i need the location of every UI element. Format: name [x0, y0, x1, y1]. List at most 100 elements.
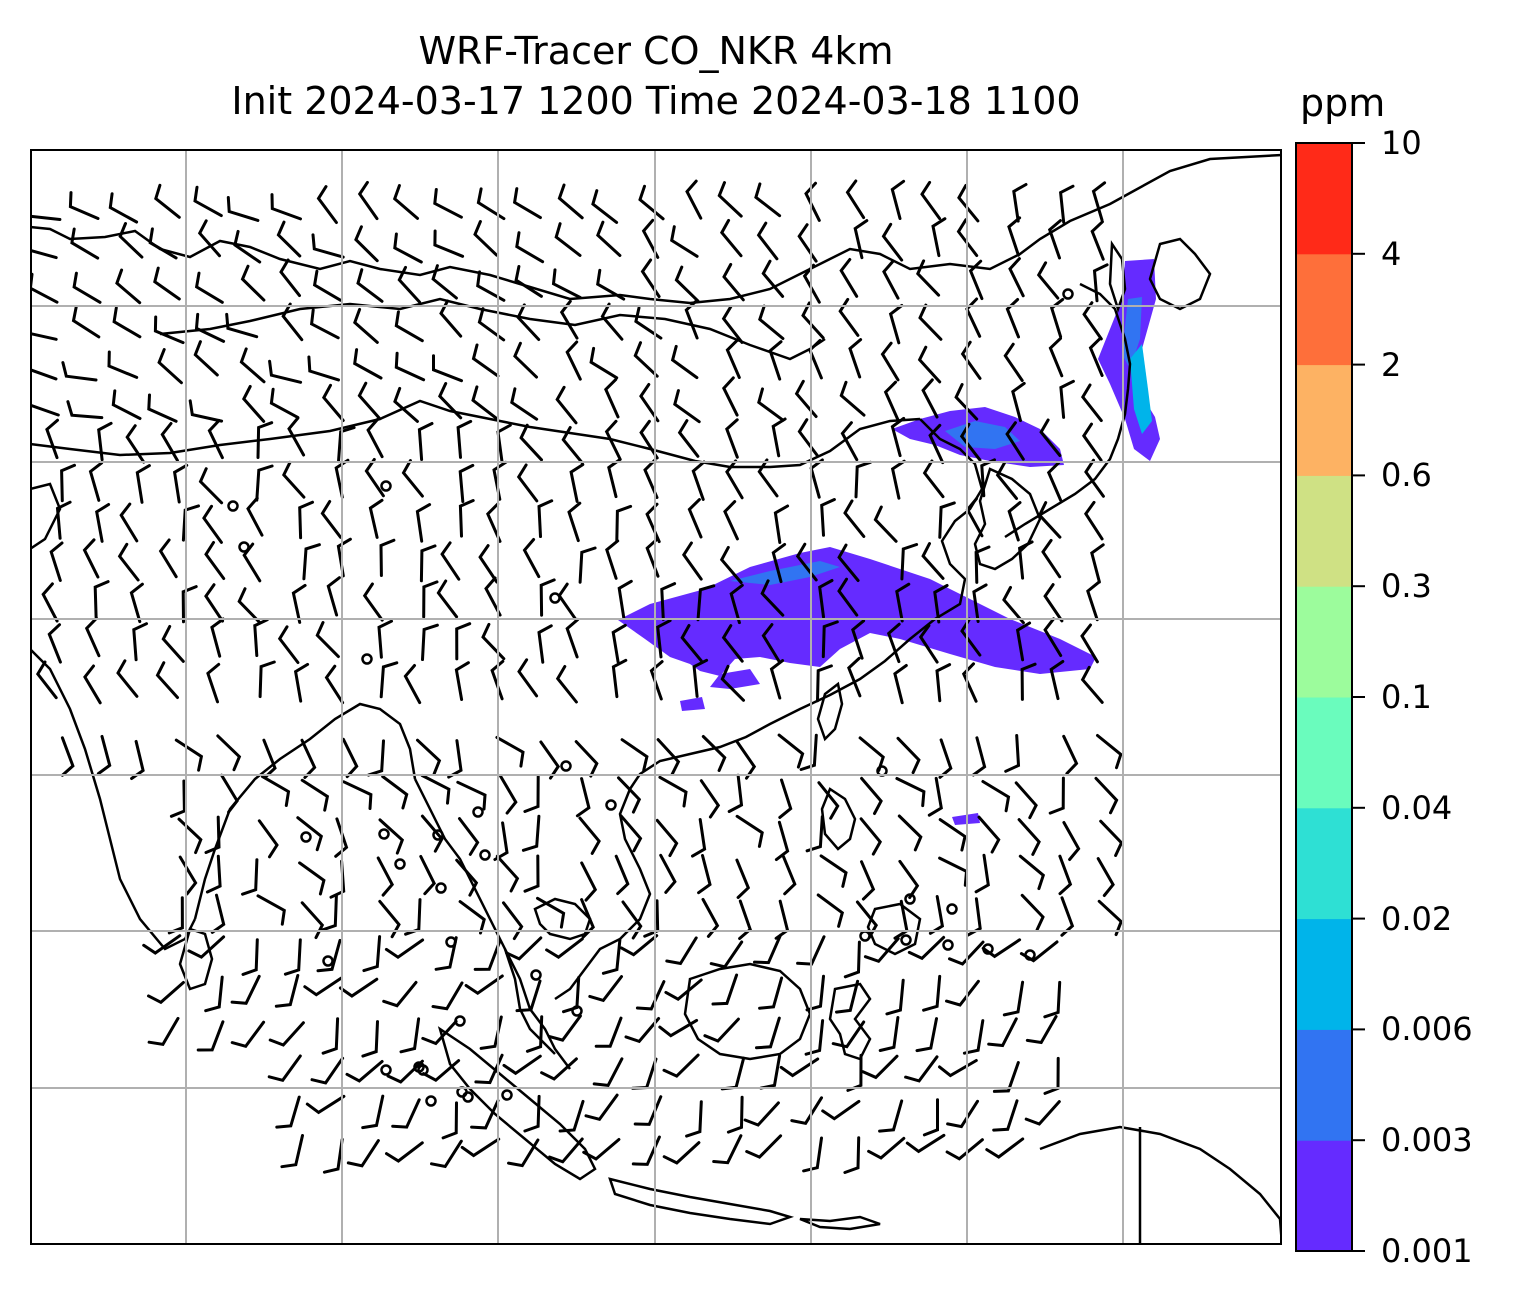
- wind-barb: [354, 225, 379, 263]
- wind-barb: [890, 459, 906, 500]
- wind-barb: [438, 382, 463, 420]
- calm-wind-marker: [300, 831, 312, 843]
- wind-barb: [745, 1134, 783, 1159]
- wind-barb: [907, 935, 946, 961]
- wind-barb: [204, 975, 224, 1013]
- wind-barb: [635, 980, 666, 1011]
- wind-barb: [60, 463, 76, 503]
- wind-barb: [591, 189, 619, 224]
- calm-wind-marker: [1024, 949, 1036, 961]
- wind-barb: [516, 463, 539, 503]
- wind-barb: [379, 661, 399, 699]
- wind-barb: [157, 348, 183, 385]
- calm-wind-marker: [454, 1015, 466, 1027]
- wind-barb: [471, 385, 499, 421]
- wind-barb: [802, 1136, 823, 1173]
- wind-barb: [513, 341, 538, 379]
- wind-barb: [1047, 219, 1062, 260]
- wind-barb: [662, 1141, 701, 1165]
- wind-barb: [893, 664, 908, 705]
- wind-barb: [1025, 1015, 1058, 1045]
- wind-barb: [922, 459, 945, 499]
- wind-barb: [378, 818, 405, 855]
- wind-barb: [945, 1138, 984, 1161]
- wind-barb: [703, 1017, 740, 1043]
- wind-barb: [1088, 336, 1104, 377]
- wind-barb: [300, 901, 325, 940]
- wind-barb: [896, 736, 921, 775]
- wind-barb: [193, 340, 219, 377]
- wind-barb: [1037, 501, 1062, 539]
- wind-barb: [1002, 586, 1025, 625]
- plume-south-china-patch: [710, 669, 760, 689]
- wind-barb: [804, 181, 821, 222]
- wind-barb: [382, 980, 418, 1008]
- calm-wind-marker: [445, 936, 457, 948]
- wind-barb: [342, 780, 373, 810]
- wind-barb: [71, 305, 101, 339]
- wind-barb: [431, 264, 458, 300]
- wind-barb: [55, 500, 72, 540]
- wind-barb: [536, 896, 566, 929]
- wind-barb: [320, 894, 338, 932]
- wind-barb: [242, 542, 262, 583]
- wind-barb: [920, 180, 942, 220]
- calm-wind-marker: [378, 828, 390, 840]
- wind-barb: [202, 504, 223, 544]
- wind-barb: [291, 583, 307, 624]
- wind-barb: [502, 1054, 542, 1076]
- wind-barb: [557, 183, 584, 220]
- wind-barb: [753, 933, 782, 965]
- wind-barb: [269, 387, 300, 419]
- wind-barb: [233, 229, 262, 264]
- wind-barb: [735, 814, 764, 848]
- wind-barb: [567, 501, 582, 543]
- wind-barb: [735, 858, 751, 899]
- wind-barb: [1020, 662, 1037, 701]
- coast-sri-lanka: [178, 927, 214, 991]
- wind-barb: [279, 258, 301, 298]
- colorbar-band-1: [1296, 1029, 1352, 1141]
- wind-barb: [860, 860, 876, 901]
- wind-barb: [854, 460, 872, 499]
- wind-barb: [258, 660, 276, 699]
- wind-barb: [1080, 623, 1099, 664]
- wind-barb: [441, 1101, 458, 1140]
- wind-barb: [697, 854, 712, 895]
- wind-barb: [945, 979, 980, 1007]
- wind-barb: [611, 658, 628, 699]
- wind-barb: [204, 815, 221, 854]
- wind-barb: [769, 659, 785, 700]
- wind-barb: [771, 417, 787, 458]
- wind-barb: [821, 1099, 861, 1121]
- calm-wind-marker: [1062, 288, 1074, 300]
- wind-barb: [837, 577, 859, 617]
- calm-wind-marker: [946, 903, 958, 915]
- wind-barb: [774, 820, 790, 862]
- coast-japan-hokkaido: [1148, 237, 1212, 311]
- wind-barb: [302, 543, 321, 581]
- wind-barb: [281, 302, 304, 342]
- wind-barb: [476, 270, 506, 302]
- colorbar-tick-label: 0.04: [1381, 788, 1453, 827]
- wind-barb: [633, 341, 659, 378]
- wind-barb: [540, 1057, 578, 1081]
- wind-barb: [1043, 583, 1064, 623]
- wind-barb: [921, 542, 945, 580]
- wind-barb: [393, 232, 423, 264]
- wind-barb: [773, 504, 790, 544]
- wind-barb: [931, 217, 947, 258]
- wind-barb: [640, 258, 661, 298]
- map-frame: [30, 149, 1282, 1245]
- wind-barb: [198, 467, 224, 505]
- wind-barb: [458, 900, 486, 935]
- wind-barb: [922, 1098, 939, 1137]
- wind-barb: [977, 815, 1001, 854]
- wind-barb: [95, 503, 111, 543]
- wind-barb: [257, 819, 279, 859]
- wind-barb: [578, 546, 597, 584]
- plume-japan-cyan: [1130, 344, 1152, 434]
- coast-philippines-luzon: [820, 787, 857, 851]
- wind-barb: [334, 817, 349, 858]
- colorbar-tick-label: 0.6: [1381, 456, 1432, 495]
